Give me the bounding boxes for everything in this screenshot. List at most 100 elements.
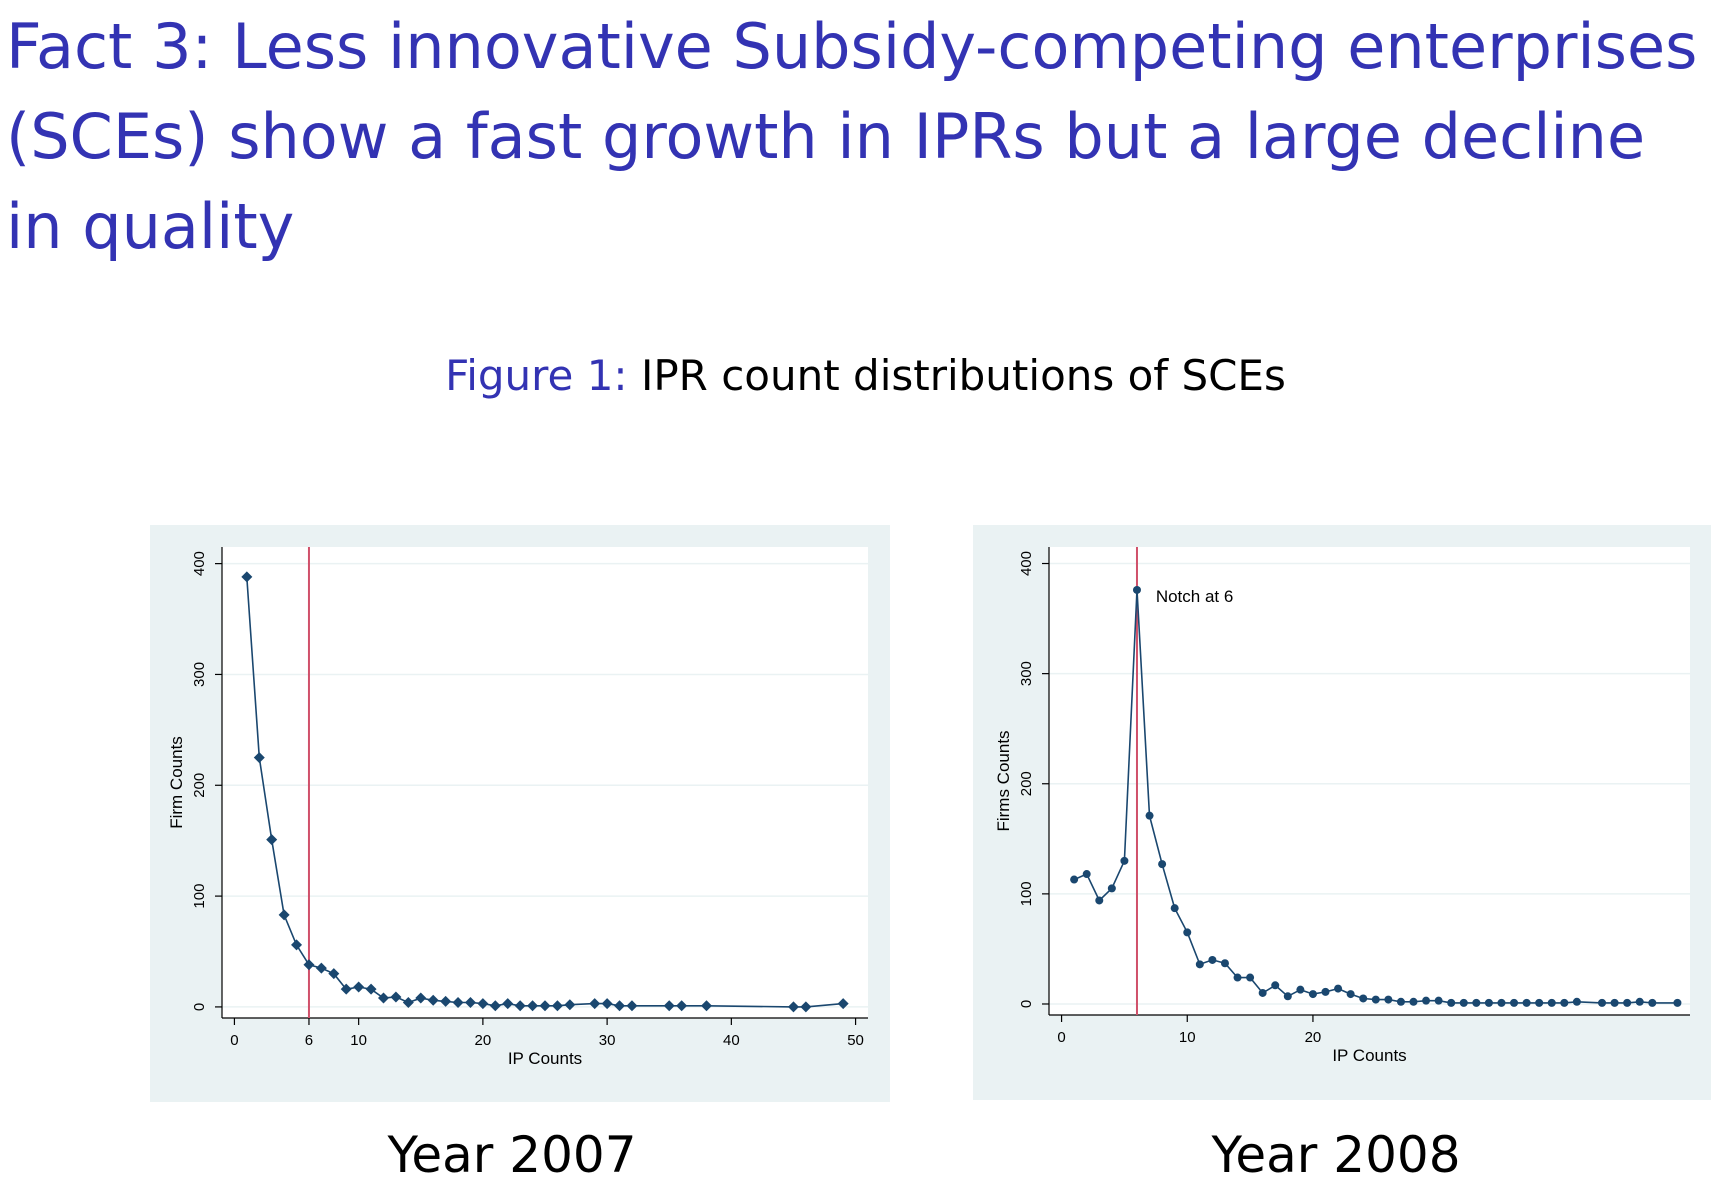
data-point [328,968,340,980]
data-point [402,996,414,1008]
data-point [1384,995,1393,1004]
x-tick-label: 30 [599,1032,616,1049]
data-point [837,998,849,1010]
data-point [1095,896,1104,905]
data-point [1107,884,1116,893]
data-point [1132,585,1141,594]
data-point [601,998,613,1010]
figure-caption: Figure 1: IPR count distributions of SCE… [0,350,1731,402]
data-point [477,998,489,1010]
plot-area [1049,547,1690,1015]
data-point [514,1000,526,1012]
data-point [1598,998,1607,1007]
y-tick-label: 100 [1018,881,1035,906]
year-label-2008: Year 2008 [1211,1126,1461,1184]
y-tick-label: 400 [1018,551,1035,576]
data-point [1208,955,1217,964]
annotation-notch: Notch at 6 [1156,587,1233,606]
data-point [464,996,476,1008]
x-tick-label: 10 [1179,1029,1196,1046]
data-point [502,998,514,1010]
data-point [291,939,303,951]
y-tick-label: 0 [1018,1000,1035,1008]
data-point [551,1000,563,1012]
data-point [1434,996,1443,1005]
data-point [564,999,576,1011]
data-point [787,1001,799,1013]
data-point [1535,998,1544,1007]
data-point [1522,998,1531,1007]
data-point [315,962,327,974]
data-point [1648,998,1657,1007]
data-point [1308,990,1317,999]
data-point [1610,998,1619,1007]
figure-caption-label: Figure 1: [445,351,628,400]
data-point [1572,997,1581,1006]
data-point [701,1000,712,1012]
x-tick-label: 20 [1305,1029,1322,1046]
y-tick-label: 300 [191,662,208,687]
x-tick-label: 0 [230,1032,238,1049]
chart-2008: 0 100 200 300 400 0 10 20 IP Counts Firms Counts N… [994,547,1690,1065]
data-point [489,1000,501,1012]
data-point [1409,997,1418,1006]
data-point [452,996,464,1008]
data-point [378,992,389,1004]
data-point [539,1000,551,1012]
data-point [1447,998,1456,1007]
data-point [1510,998,1519,1007]
data-point [365,983,377,995]
data-point [1296,985,1305,994]
data-point [1547,998,1556,1007]
plot-area [222,547,868,1018]
data-point [1258,988,1267,997]
data-point [1195,960,1204,969]
data-point [1371,995,1380,1004]
y-tick-label: 0 [191,1003,208,1011]
data-point [1233,973,1242,982]
data-point [589,998,601,1010]
x-tick-label: 0 [1057,1029,1065,1046]
data-point [1220,959,1229,968]
x-axis-title: IP Counts [1332,1046,1406,1065]
data-point [1346,990,1355,999]
data-point [800,1001,812,1013]
data-point [340,983,352,995]
data-point [1183,928,1192,937]
data-point [353,981,365,993]
data-point [440,995,452,1007]
data-point [1120,856,1129,865]
data-point [266,834,278,846]
data-point [253,752,265,764]
data-point [1334,984,1343,993]
y-tick-label: 400 [191,551,208,576]
y-axis-title: Firm Counts [167,736,186,829]
data-point [1396,997,1405,1006]
data-point [1158,860,1167,869]
data-point [1082,870,1091,879]
data-point [1560,998,1569,1007]
x-tick-label: 20 [475,1032,492,1049]
data-point [1246,973,1255,982]
data-point [1673,998,1682,1007]
y-tick-label: 300 [1018,661,1035,686]
y-tick-label: 200 [1018,771,1035,796]
x-tick-label: 6 [305,1032,313,1049]
x-tick-label: 10 [350,1032,367,1049]
data-point [415,992,427,1004]
data-point [1422,996,1431,1005]
x-axis-title: IP Counts [508,1049,582,1068]
data-point [390,991,402,1003]
data-point [1070,875,1079,884]
data-point [1484,998,1493,1007]
data-point [427,994,439,1006]
data-point [241,571,253,583]
chart-panel-2007: 0 100 200 300 400 0 6 10 20 30 40 50 IP Counts Firm C… [150,525,890,1102]
chart-2007: 0 100 200 300 400 0 6 10 20 30 40 50 IP Counts Firm C… [167,547,868,1068]
data-point [1145,811,1154,820]
x-tick-label: 40 [723,1032,740,1049]
data-point [527,1000,539,1012]
data-point [614,1000,626,1012]
data-point [626,1000,638,1012]
data-point [1623,998,1632,1007]
